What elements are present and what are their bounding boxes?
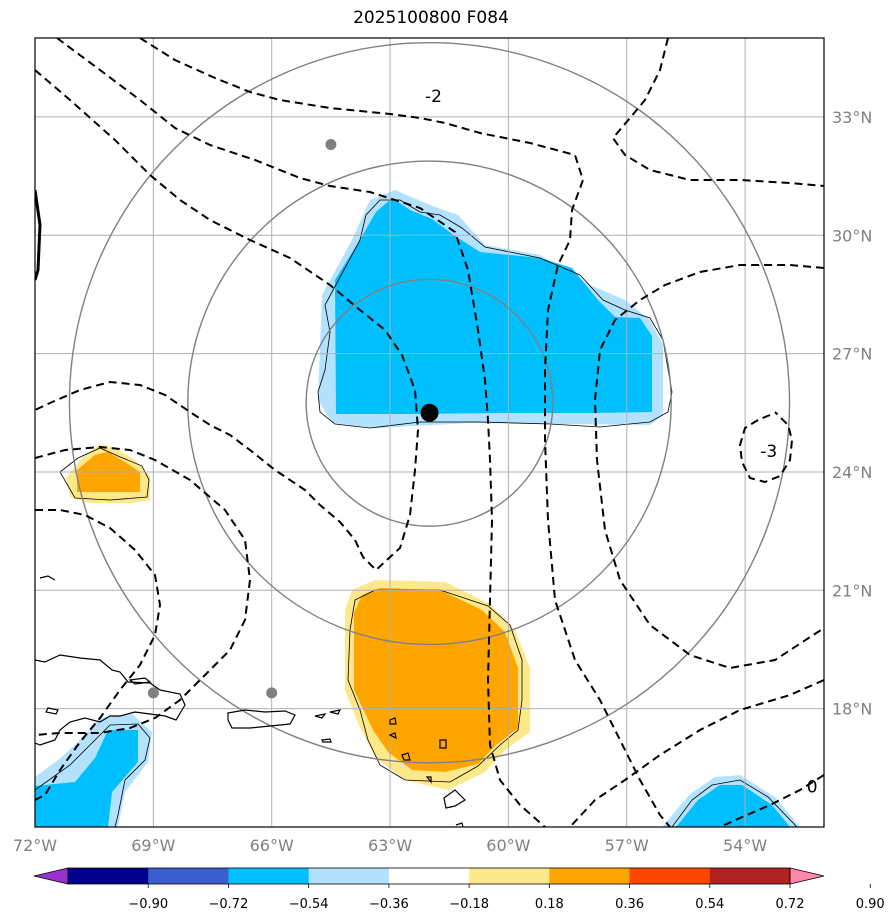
negative-anomaly-southwest <box>35 714 152 827</box>
dominica-island <box>455 822 464 827</box>
colorbar-extend-high <box>789 867 825 885</box>
gray-markers <box>147 139 337 699</box>
colorbar: −0.90 −0.72 −0.54 −0.36 −0.18 0.18 0.36 0.54 0.7… <box>33 867 885 912</box>
lon-label-0: 72°W <box>13 836 57 855</box>
contour-7 <box>35 445 252 736</box>
colorbar-segment-6 <box>469 868 550 884</box>
lat-label-5: 33°N <box>832 108 872 127</box>
colorbar-segment-3 <box>228 868 310 884</box>
colorbar-tick-label-9: 0.90 <box>856 897 885 912</box>
colorbar-tick-label-7: 0.54 <box>695 897 724 912</box>
contour-2 <box>35 69 420 572</box>
colorbar-tick-label-1: −0.72 <box>209 897 249 912</box>
latitude-labels: 18°N 21°N 24°N 27°N 30°N 33°N <box>832 108 872 719</box>
guadeloupe-island <box>443 789 466 809</box>
lat-label-1: 21°N <box>832 581 872 600</box>
contour-5 <box>593 264 824 670</box>
range-ring-2 <box>187 160 672 646</box>
contour-label-2: -3 <box>760 442 777 462</box>
virgin-islands-2 <box>329 709 342 715</box>
contour-6 <box>569 679 824 827</box>
contour-8 <box>35 509 162 801</box>
lon-label-4: 60°W <box>486 836 530 855</box>
islet-vieques <box>321 738 332 743</box>
range-ring-1 <box>305 278 554 527</box>
virgin-islands <box>314 713 327 719</box>
colorbar-segment-9 <box>709 868 791 884</box>
coastlines <box>35 189 466 827</box>
colorbar-extend-low <box>33 867 69 885</box>
colorbar-segment-7 <box>549 868 631 884</box>
leeward-islet-3 <box>401 752 411 761</box>
positive-anomaly-south <box>345 580 530 790</box>
colorbar-tick-label-2: −0.54 <box>289 897 329 912</box>
colorbar-segment-1 <box>68 868 149 884</box>
lon-label-1: 69°W <box>131 836 175 855</box>
contour-3 <box>139 38 671 827</box>
colorbar-tick-label-6: 0.36 <box>615 897 644 912</box>
contour-1 <box>56 38 546 827</box>
contour-label-1: -2 <box>425 87 442 107</box>
lon-label-3: 63°W <box>368 836 412 855</box>
colorbar-segment-2 <box>148 868 229 884</box>
gray-marker-3 <box>266 687 278 699</box>
leeward-islet-2 <box>388 732 397 740</box>
lat-label-2: 24°N <box>832 463 872 482</box>
contour-4 <box>611 38 824 187</box>
gray-marker-2 <box>147 687 159 699</box>
bahamas-islet <box>39 575 56 581</box>
lat-label-3: 27°N <box>832 345 872 364</box>
colorbar-tick-label-0: −0.90 <box>128 897 168 912</box>
leeward-islet-5 <box>425 776 432 784</box>
contour-0 <box>719 774 824 827</box>
puerto-rico-coast <box>227 709 296 729</box>
colorbar-segment-4 <box>308 868 390 884</box>
lat-label-4: 30°N <box>832 226 872 245</box>
map-frame <box>34 37 825 828</box>
lon-label-5: 57°W <box>605 836 649 855</box>
contour-label-3: 0 <box>807 778 818 798</box>
tortuga-island <box>128 677 152 685</box>
lat-label-0: 18°N <box>832 700 872 719</box>
colorbar-tick-label-4: −0.18 <box>449 897 489 912</box>
colorbar-segment-8 <box>629 868 711 884</box>
gray-marker-1 <box>325 139 337 151</box>
us-coast <box>35 189 42 281</box>
map-panel: -2 -3 0 <box>35 38 824 827</box>
range-ring-3 <box>68 42 791 764</box>
leeward-islet-4 <box>439 739 447 749</box>
leeward-islet-1 <box>389 717 397 725</box>
chart-title: 2025100800 F084 <box>353 8 509 28</box>
longitude-labels: 72°W 69°W 66°W 63°W 60°W 57°W 54°W <box>13 836 767 855</box>
lon-label-6: 54°W <box>723 836 767 855</box>
storm-center-marker <box>420 403 439 422</box>
lon-label-2: 66°W <box>250 836 294 855</box>
gonave-island <box>45 707 59 715</box>
range-rings <box>68 42 791 764</box>
contours <box>35 38 824 827</box>
hispaniola-coast <box>35 654 186 746</box>
colorbar-tick-label-8: 0.72 <box>776 897 805 912</box>
colorbar-tick-label-3: −0.36 <box>369 897 409 912</box>
colorbar-tick-label-5: 0.18 <box>535 897 564 912</box>
negative-anomaly-north <box>318 190 663 428</box>
negative-anomaly-southeast <box>662 775 800 827</box>
colorbar-frame <box>67 867 791 885</box>
colorbar-segment-5 <box>388 868 470 884</box>
contour-labels: -2 -3 0 <box>425 87 818 797</box>
